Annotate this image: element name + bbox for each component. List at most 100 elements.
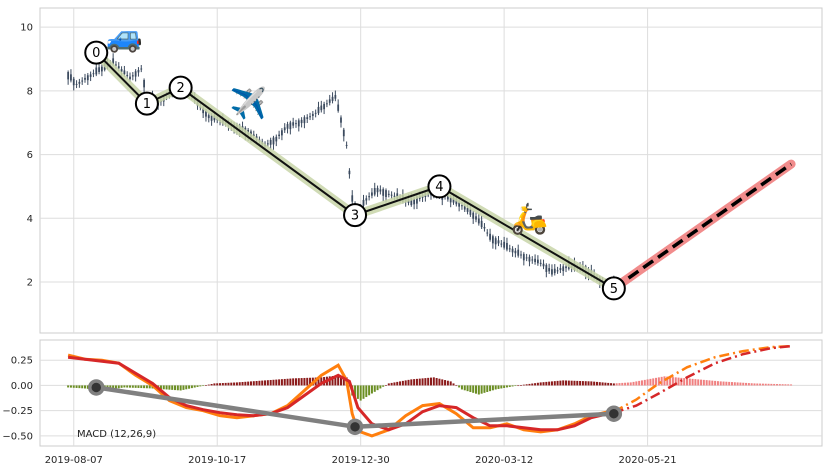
macd-label: MACD (12,26,9): [77, 429, 156, 440]
macd-histogram-bar: [131, 385, 134, 388]
candle-body: [489, 233, 491, 240]
macd-histogram-bar: [143, 385, 146, 389]
macd-histogram-bar: [700, 379, 703, 386]
macd-histogram-bar: [441, 379, 444, 386]
macd-histogram-bar: [396, 381, 399, 386]
macd-histogram-bar: [525, 384, 528, 386]
candle-body: [497, 240, 500, 244]
candle-body: [562, 266, 565, 272]
macd-histogram-bar: [356, 385, 359, 399]
candle-body: [207, 115, 210, 119]
macd-histogram-bar: [745, 382, 748, 386]
candle-body: [508, 248, 511, 250]
zigzag-point-marker: [168, 75, 193, 100]
price-emojis: 🚙 ✈️ 🛵: [106, 20, 548, 237]
candle-body: [362, 199, 365, 206]
macd-histogram-bar: [688, 378, 691, 386]
macd-histogram-bar: [778, 384, 781, 386]
macd-histogram-bar: [489, 385, 492, 392]
candle-body: [477, 218, 480, 224]
candle-body: [480, 220, 483, 228]
candle-body: [506, 242, 508, 250]
macd-histogram-bar: [649, 378, 652, 386]
macd-histogram-bar: [309, 377, 312, 386]
candle-body: [78, 81, 81, 84]
macd-histogram-bar: [446, 380, 449, 386]
candle-body: [371, 192, 373, 196]
macd-histogram-bar: [666, 376, 669, 386]
candle-body: [137, 69, 140, 73]
macd-histogram-bar: [455, 385, 458, 387]
macd-histogram-bar: [224, 382, 227, 386]
macd-histogram-bar: [190, 385, 193, 389]
macd-histogram-bar: [233, 382, 236, 386]
macd-histogram-bar: [508, 385, 511, 387]
macd-histogram-bar: [593, 381, 596, 386]
macd-histogram-bar: [75, 385, 78, 388]
candle-body: [306, 117, 309, 120]
macd-histogram-bar: [584, 381, 587, 386]
macd-histogram-bar: [393, 382, 396, 386]
macd-histogram-bar: [238, 382, 241, 386]
price-forecast: [609, 159, 796, 293]
macd-zigzag: [88, 379, 623, 436]
macd-histogram-bar: [407, 379, 410, 386]
macd-histogram-bar: [714, 380, 717, 386]
macd-histogram-bar: [120, 385, 123, 388]
macd-histogram-bar: [114, 385, 117, 389]
candle-body: [534, 258, 536, 263]
macd-histogram-bar: [733, 382, 736, 386]
macd-histogram-bar: [235, 382, 238, 386]
macd-histogram-bar: [505, 385, 508, 388]
macd-histogram-bar: [294, 378, 297, 386]
candle-body: [95, 67, 98, 75]
macd-histogram-bar: [770, 383, 773, 386]
candle-body: [309, 116, 311, 118]
candle-body: [520, 254, 522, 256]
x-tick-label: 2020-05-21: [619, 455, 677, 466]
macd-histogram-bar: [747, 383, 750, 386]
macd-histogram-bar: [674, 377, 677, 386]
macd-histogram-bar: [179, 385, 182, 391]
macd-histogram-bar: [790, 384, 793, 386]
macd-histogram-bar: [753, 383, 756, 386]
macd-histogram-bar: [621, 382, 624, 386]
macd-histogram-bar: [458, 385, 461, 388]
macd-histogram-bar: [685, 378, 688, 386]
macd-histogram-bar: [449, 381, 452, 386]
candle-body: [416, 196, 418, 204]
macd-histogram-bar: [435, 378, 438, 386]
macd-histogram-bar: [657, 377, 660, 386]
macd-histogram-bar: [598, 382, 601, 386]
macd-histogram-bar: [368, 385, 371, 396]
macd-histogram-bar: [624, 382, 627, 386]
macd-histogram-bar: [775, 384, 778, 386]
candle-body: [317, 106, 320, 114]
macd-histogram-bar: [126, 385, 129, 388]
macd-histogram-bar: [565, 380, 568, 386]
candle-body: [385, 190, 387, 197]
macd-histogram-bar: [536, 382, 539, 386]
candle-body: [469, 209, 472, 215]
macd-histogram-bar: [280, 379, 283, 386]
candle-body: [390, 194, 393, 196]
macd-histogram-bar: [691, 378, 694, 386]
macd-histogram-bar: [618, 383, 621, 386]
macd-histogram-bar: [500, 385, 503, 389]
macd-histogram-bar: [756, 383, 759, 386]
macd-histogram-bar: [300, 378, 303, 386]
macd-y-tick-label: 0.25: [11, 356, 33, 367]
macd-histogram-bar: [570, 380, 573, 386]
candle-body: [348, 170, 351, 175]
macd-histogram-bar: [278, 379, 281, 386]
candle-body: [112, 58, 115, 65]
price-panel: 2 4 6 8 10 0 1 2 3 4 5 🚙 ✈️ 🛵: [20, 7, 823, 334]
macd-histogram-bar: [269, 379, 272, 386]
macd-histogram-bar: [117, 385, 120, 389]
candle-body: [126, 74, 129, 76]
macd-histogram-bar: [193, 385, 196, 388]
macd-histogram-bar: [78, 385, 81, 389]
macd-histogram-bar: [359, 385, 362, 401]
candle-body: [86, 75, 89, 81]
